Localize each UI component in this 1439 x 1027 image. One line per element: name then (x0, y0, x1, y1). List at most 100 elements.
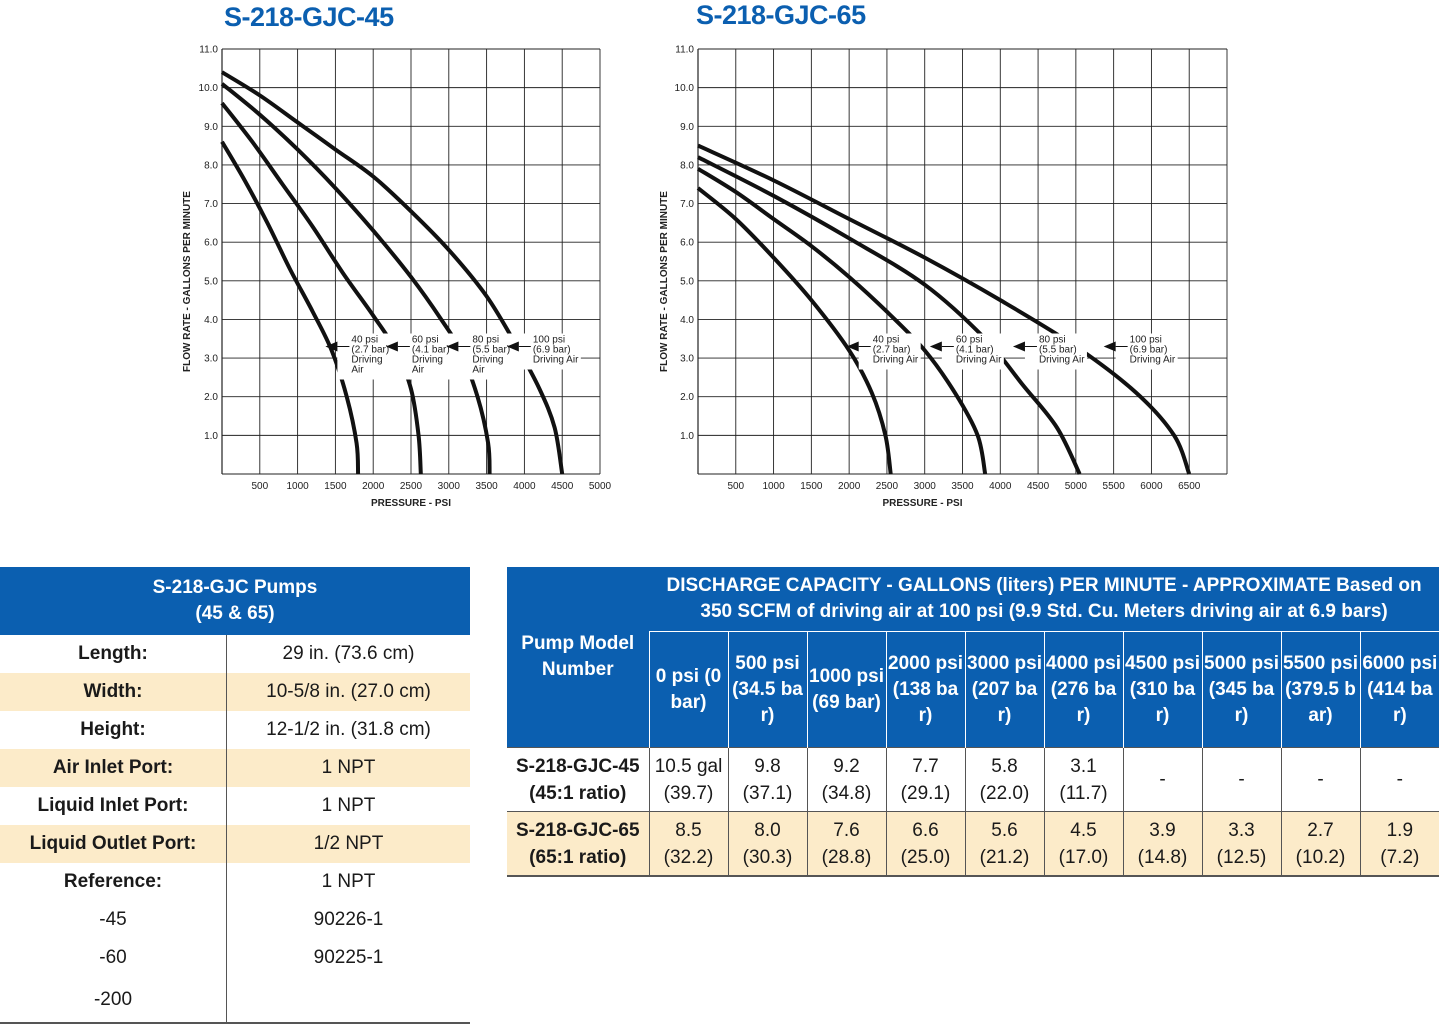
chart-title-65: S-218-GJC-65 (696, 0, 866, 30)
x-tick-label: 500 (251, 481, 268, 492)
spec-row: Liquid Inlet Port: 1 NPT (0, 787, 470, 825)
pressure-column-header: 6000 psi (414 bar) (1359, 631, 1439, 748)
spec-row: Length: 29 in. (73.6 cm) (0, 635, 470, 673)
spec-label: Liquid Inlet Port: (0, 787, 227, 825)
spec-value: 29 in. (73.6 cm) (282, 643, 415, 664)
capacity-cell: 6.6 (25.0) (885, 811, 965, 877)
reference-row: -60 90225-1 (0, 939, 470, 977)
series-line-2 (220, 101, 423, 475)
spec-table: S-218-GJC Pumps (45 & 65) Length: 29 in. (… (0, 567, 470, 1024)
pressure-column-header: 1000 psi (69 bar) (806, 631, 886, 748)
y-tick-label: 9.0 (680, 122, 694, 133)
annotation-text: Driving Air (956, 355, 1002, 366)
capacity-row: S-218-GJC-65 (65:1 ratio) 8.5 (32.2) 8.0 (30.… (507, 811, 1439, 877)
reference-row: -200 (0, 977, 470, 1024)
y-axis-label: FLOW RATE - GALLONS PER MINUTE (659, 191, 670, 372)
y-tick-label: 5.0 (680, 276, 694, 287)
y-tick-label: 7.0 (680, 199, 694, 210)
y-tick-label: 11.0 (675, 45, 694, 56)
y-tick-label: 8.0 (204, 160, 218, 171)
x-tick-label: 6000 (1140, 481, 1163, 492)
capacity-cell: 9.8 (37.1) (727, 747, 807, 812)
annotation-bg (858, 333, 921, 370)
x-tick-label: 3000 (914, 481, 937, 492)
pressure-column-header: 4500 psi (310 bar) (1122, 631, 1202, 748)
spec-row: Air Inlet Port: 1 NPT (0, 749, 470, 787)
annotation-text: 60 psi (412, 335, 439, 346)
annotation-bg (1024, 333, 1087, 370)
x-tick-label: 1000 (286, 481, 309, 492)
annotation-text: 60 psi (956, 335, 983, 346)
y-tick-label: 9.0 (204, 122, 218, 133)
annotation-text: 40 psi (351, 335, 378, 346)
reference-label: -200 (0, 977, 227, 1024)
spec-label: Liquid Outlet Port: (0, 825, 227, 863)
capacity-cell: 5.8 (22.0) (964, 747, 1044, 812)
series-line-3 (697, 155, 1082, 475)
capacity-cell: 10.5 gal (39.7) (648, 747, 728, 812)
pressure-column-header: 5000 psi (345 bar) (1201, 631, 1281, 748)
annotation-arrow (1012, 341, 1025, 352)
annotation-text: Driving Air (1039, 355, 1085, 366)
annotation-bg (1115, 333, 1178, 370)
y-tick-label: 8.0 (680, 160, 694, 171)
annotation-text: 80 psi (1039, 335, 1066, 346)
spec-row: Reference: 1 NPT (0, 863, 470, 901)
reference-label: -60 (0, 939, 227, 977)
annotation-arrow (446, 341, 459, 352)
spec-label: Reference: (0, 863, 227, 901)
annotation-text: Air (472, 365, 485, 376)
x-tick-label: 3000 (438, 481, 461, 492)
y-tick-label: 1.0 (680, 431, 694, 442)
annotation-text: 100 psi (1130, 335, 1162, 346)
capacity-cell: 3.1 (11.7) (1043, 747, 1123, 812)
capacity-cell: 5.6 (21.2) (964, 811, 1044, 877)
capacity-cell: 4.5 (17.0) (1043, 811, 1123, 877)
annotation-text: (4.1 bar) (956, 345, 994, 356)
reference-value: 90226-1 (313, 909, 384, 930)
model-cell: S-218-GJC-45 (45:1 ratio) (507, 747, 649, 812)
y-tick-label: 5.0 (204, 276, 218, 287)
series-line-1 (696, 186, 893, 475)
pressure-column-header: 3000 psi (207 bar) (964, 631, 1044, 748)
annotation-text: (6.9 bar) (1130, 345, 1168, 356)
annotation-text: 40 psi (873, 335, 900, 346)
y-tick-label: 10.0 (675, 83, 695, 94)
x-tick-label: 500 (727, 481, 744, 492)
capacity-cell: 7.6 (28.8) (806, 811, 886, 877)
series-line-3 (220, 82, 492, 475)
capacity-cell: 7.7 (29.1) (885, 747, 965, 812)
y-axis-label: FLOW RATE - GALLONS PER MINUTE (182, 191, 193, 372)
capacity-cell: - (1201, 747, 1281, 812)
x-tick-label: 5000 (589, 481, 612, 492)
x-tick-label: 4000 (989, 481, 1012, 492)
annotation-bg (397, 333, 460, 380)
pressure-column-header: 2000 psi (138 bar) (885, 631, 965, 748)
capacity-title: DISCHARGE CAPACITY - GALLONS (liters) PE… (649, 567, 1439, 632)
y-tick-label: 4.0 (680, 315, 694, 326)
chart-title-45: S-218-GJC-45 (224, 2, 394, 32)
annotation-arrow (1103, 341, 1116, 352)
annotation-text: (6.9 bar) (533, 345, 571, 356)
spec-row: Liquid Outlet Port: 1/2 NPT (0, 825, 470, 863)
chart-45: 500 1000 1500 2000 2500 3000 3500 4000 4500 5000 1… (182, 45, 612, 510)
y-tick-label: 10.0 (199, 83, 219, 94)
x-tick-label: 1500 (324, 481, 347, 492)
annotation-text: (5.5 bar) (472, 345, 510, 356)
spec-value: 1 NPT (321, 795, 376, 816)
y-tick-label: 3.0 (680, 354, 694, 365)
spec-label: Air Inlet Port: (0, 749, 227, 787)
annotation-text: Driving Air (873, 355, 919, 366)
x-tick-label: 4000 (513, 481, 536, 492)
x-tick-label: 1000 (762, 481, 785, 492)
pressure-column-header: 500 psi (34.5 bar) (727, 631, 807, 748)
annotation-arrow (325, 341, 338, 352)
x-tick-label: 4500 (1027, 481, 1050, 492)
capacity-cell: 8.0 (30.3) (727, 811, 807, 877)
y-tick-label: 2.0 (204, 392, 218, 403)
annotation-text: (2.7 bar) (873, 345, 911, 356)
capacity-cell: 1.9 (7.2) (1359, 811, 1439, 877)
pressure-column-header: 5500 psi (379.5 bar) (1280, 631, 1360, 748)
annotation-text: Driving (412, 355, 443, 366)
spec-value: 12-1/2 in. (31.8 cm) (266, 719, 431, 740)
